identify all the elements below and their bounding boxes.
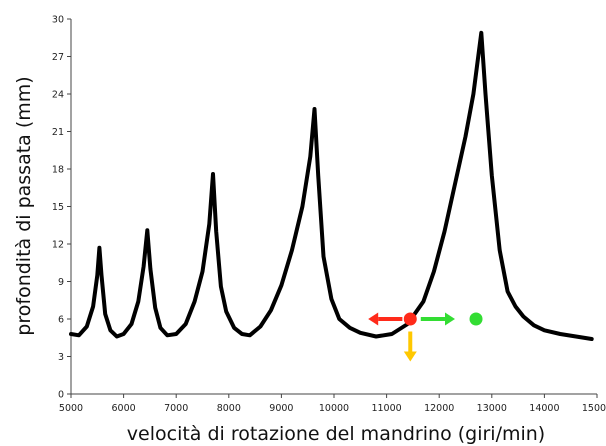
curve-layer bbox=[69, 30, 594, 341]
green-arrow-right-head bbox=[445, 312, 455, 326]
x-tick-label: 7000 bbox=[164, 403, 188, 414]
x-tick-label: 8000 bbox=[217, 403, 241, 414]
red-arrow-left-head bbox=[368, 312, 379, 326]
x-tick-label: 11000 bbox=[371, 403, 401, 414]
x-tick-label: 12000 bbox=[424, 403, 454, 414]
x-tick-label: 14000 bbox=[529, 403, 559, 414]
y-tick-label: 6 bbox=[58, 315, 64, 326]
y-tick-label: 21 bbox=[52, 127, 64, 138]
x-tick-label: 5000 bbox=[59, 403, 83, 414]
y-tick-label: 18 bbox=[52, 165, 64, 176]
y-tick-label: 30 bbox=[52, 15, 64, 26]
x-tick-label: 9000 bbox=[269, 403, 293, 414]
y-tick-label: 0 bbox=[58, 390, 64, 401]
x-axis-title: velocità di rotazione del mandrino (giri… bbox=[127, 423, 545, 445]
x-tick-label: 10000 bbox=[319, 403, 349, 414]
stability-lobe-line bbox=[69, 30, 594, 341]
y-tick-label: 27 bbox=[52, 52, 64, 63]
annotation-layer bbox=[368, 312, 483, 362]
y-tick-label: 12 bbox=[52, 240, 64, 251]
x-tick-label: 15000 bbox=[582, 403, 606, 414]
y-tick-label: 3 bbox=[58, 352, 64, 363]
y-axis-title: profondità di passata (mm) bbox=[13, 76, 35, 335]
red-point bbox=[403, 312, 417, 326]
y-tick-label: 15 bbox=[52, 202, 64, 213]
yellow-arrow-down-head bbox=[403, 351, 417, 362]
green-point bbox=[469, 312, 483, 326]
x-tick-label: 13000 bbox=[477, 403, 507, 414]
tick-labels: 0 3 6 9 12 15 18 21 24 27 30 5000 6000 7000 8000 9000 10… bbox=[52, 15, 606, 415]
y-tick-label: 24 bbox=[52, 90, 64, 101]
axes bbox=[67, 18, 598, 398]
y-tick-label: 9 bbox=[58, 277, 64, 288]
x-tick-label: 6000 bbox=[112, 403, 136, 414]
